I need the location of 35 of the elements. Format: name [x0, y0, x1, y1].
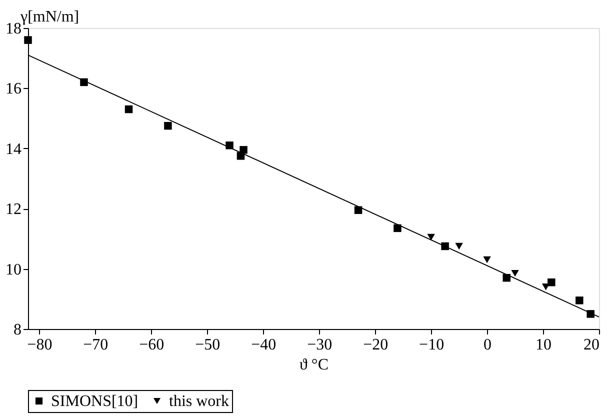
y-tick-label: 12: [6, 201, 22, 218]
point: [586, 310, 594, 318]
legend-label: SIMONS[10]: [51, 393, 138, 410]
x-tick-label: −70: [83, 336, 108, 354]
point: [394, 224, 402, 232]
y-tick-label: 14: [6, 140, 22, 158]
y-tick-label: 8: [14, 322, 22, 338]
point: [548, 278, 556, 286]
point: [576, 296, 584, 304]
x-tick-label: −30: [307, 336, 332, 354]
point: [427, 234, 435, 241]
point: [354, 206, 362, 214]
x-tick-label: −80: [27, 336, 52, 354]
x-tick-label: −60: [139, 336, 164, 354]
y-tick-label: 16: [6, 80, 22, 98]
point: [483, 256, 491, 264]
point: [124, 105, 133, 114]
y-tick-label: 18: [6, 20, 22, 38]
point: [240, 146, 248, 154]
y-axis-title: γ[mN/m]: [20, 8, 80, 26]
point: [226, 142, 234, 150]
x-tick-label: 20: [584, 336, 600, 354]
x-tick-label: −20: [363, 336, 388, 354]
x-tick-label: −10: [419, 336, 444, 354]
point: [164, 122, 172, 130]
x-tick-label: −50: [195, 336, 220, 354]
y-tick-label: 10: [6, 261, 22, 278]
x-tick-label: 0: [484, 336, 492, 354]
legend-label: this work: [169, 393, 229, 410]
x-axis-title: ϑ °C: [300, 356, 328, 374]
point: [24, 36, 32, 44]
point: [455, 242, 463, 250]
x-tick-label: 10: [536, 336, 552, 354]
x-tick-label: −40: [251, 336, 276, 354]
point: [511, 270, 519, 277]
